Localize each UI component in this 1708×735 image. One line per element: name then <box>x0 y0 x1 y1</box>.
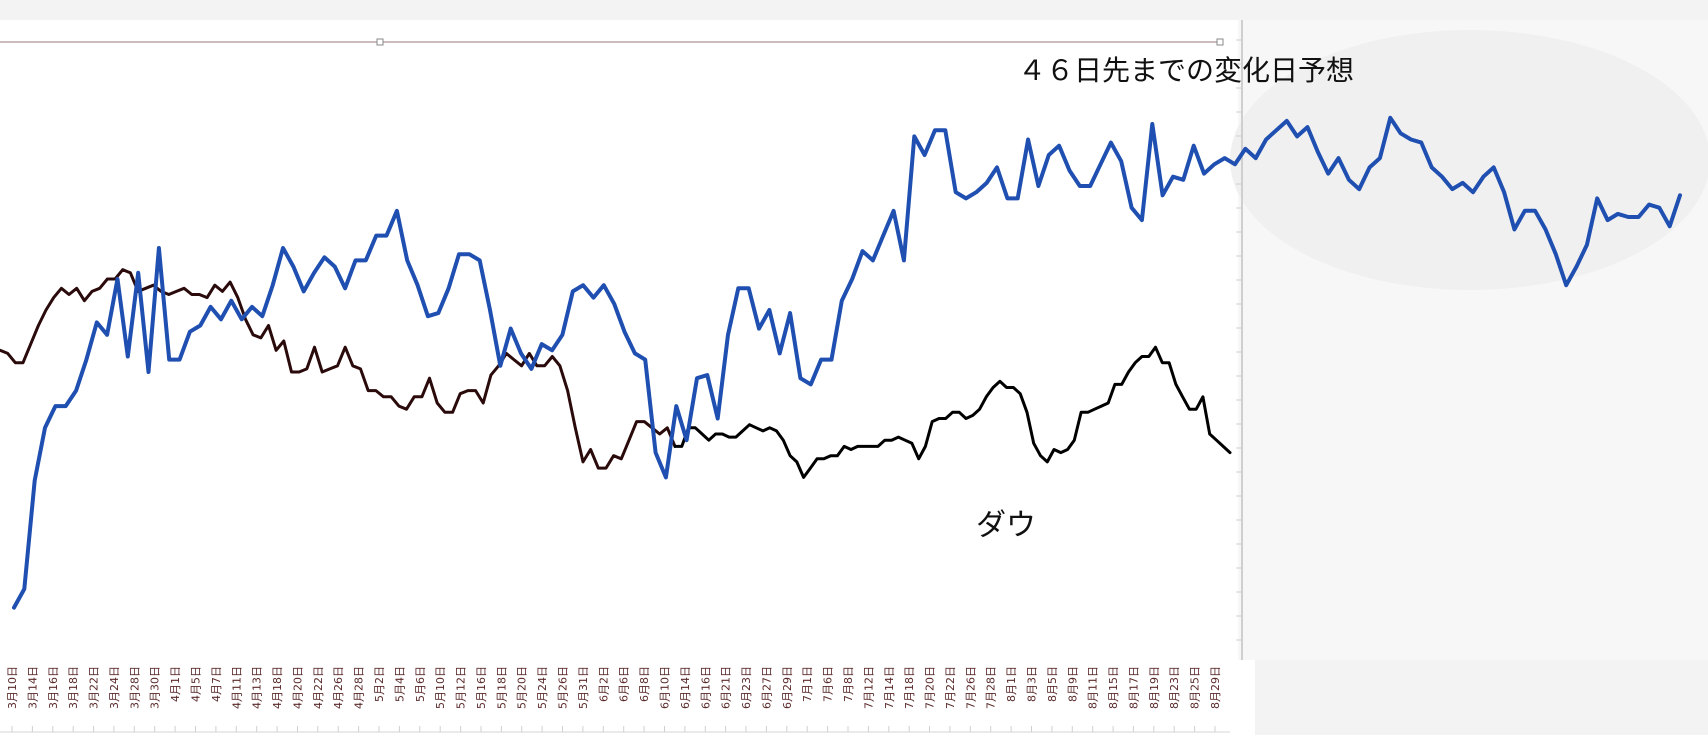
x-tick-label: 3月16日 <box>47 666 60 709</box>
x-tick-label: 5月16日 <box>475 666 488 709</box>
forecast-highlight <box>1230 30 1708 290</box>
x-tick-label: 4月11日 <box>230 666 243 709</box>
x-tick-label: 4月28日 <box>353 666 366 709</box>
x-tick-label: 7月18日 <box>903 666 916 709</box>
x-tick-label: 6月29日 <box>781 666 794 709</box>
dow-annotation: ダウ <box>976 508 1036 543</box>
x-tick-label: 7月22日 <box>944 666 957 709</box>
x-tick-label: 7月20日 <box>924 666 937 709</box>
dow-recent-line <box>673 345 1232 479</box>
x-tick-label: 5月2日 <box>373 666 386 702</box>
x-axis-tick-labels: 3月10日 3月14日 3月16日 3月18日 3月22日 3月24日 3月28日 3月30日… <box>6 666 1222 732</box>
x-tick-label: 8月9日 <box>1066 666 1079 702</box>
x-tick-label: 4月1日 <box>169 666 182 702</box>
x-tick-label: 8月15日 <box>1107 666 1120 709</box>
x-tick-label: 4月18日 <box>271 666 284 709</box>
x-tick-label: 3月24日 <box>108 666 121 709</box>
x-tick-label: 7月12日 <box>862 666 875 709</box>
x-tick-label: 7月8日 <box>842 666 855 702</box>
x-tick-label: 7月26日 <box>964 666 977 709</box>
x-tick-label: 8月23日 <box>1168 666 1181 709</box>
x-tick-label: 6月2日 <box>597 666 610 702</box>
plot-area <box>0 20 1238 660</box>
x-tick-label: 5月10日 <box>434 666 447 709</box>
x-tick-label: 5月26日 <box>557 666 570 709</box>
chart-title: ４６日先までの変化日予想 <box>1018 54 1354 87</box>
x-tick-label: 6月8日 <box>638 666 651 702</box>
x-tick-label: 7月6日 <box>822 666 835 702</box>
x-tick-label: 6月6日 <box>618 666 631 702</box>
x-tick-label: 4月13日 <box>251 666 264 709</box>
right-axis-ticks <box>1236 39 1242 641</box>
x-tick-label: 7月14日 <box>883 666 896 709</box>
x-tick-label: 6月10日 <box>659 666 672 709</box>
x-tick-label: 8月1日 <box>1005 666 1018 702</box>
x-tick-label: 4月22日 <box>312 666 325 709</box>
x-tick-label: 8月19日 <box>1148 666 1161 709</box>
x-tick-label: 3月18日 <box>67 666 80 709</box>
x-tick-label: 3月22日 <box>88 666 101 709</box>
x-tick-label: 5月18日 <box>495 666 508 709</box>
x-tick-label: 4月5日 <box>190 666 203 702</box>
x-tick-label: 8月5日 <box>1046 666 1059 702</box>
x-tick-label: 3月10日 <box>6 666 19 709</box>
x-tick-label: 5月4日 <box>393 666 406 702</box>
dow-history-line <box>0 268 677 470</box>
selection-handle-middle[interactable] <box>376 38 384 46</box>
x-tick-label: 3月14日 <box>26 666 39 709</box>
x-tick-label: 8月3日 <box>1026 666 1039 702</box>
x-tick-label: 8月11日 <box>1087 666 1100 709</box>
x-tick-label: 4月20日 <box>292 666 305 709</box>
series-layer <box>0 115 1682 610</box>
x-tick-label: 5月31日 <box>577 666 590 709</box>
x-tick-label: 8月25日 <box>1189 666 1202 709</box>
x-tick-label: 5月20日 <box>516 666 529 709</box>
x-tick-label: 7月28日 <box>985 666 998 709</box>
x-tick-label: 6月27日 <box>760 666 773 709</box>
x-tick-label: 6月14日 <box>679 666 692 709</box>
forecast-line <box>12 115 1682 610</box>
x-tick-label: 5月24日 <box>536 666 549 709</box>
x-tick-label: 7月1日 <box>801 666 814 702</box>
x-tick-label: 5月12日 <box>455 666 468 709</box>
x-tick-label: 8月29日 <box>1209 666 1222 709</box>
x-tick-label: 4月7日 <box>210 666 223 702</box>
x-tick-label: 6月16日 <box>699 666 712 709</box>
selection-handle-right[interactable] <box>1216 38 1224 46</box>
x-axis-area <box>0 660 1255 735</box>
x-tick-label: 3月30日 <box>149 666 162 709</box>
x-tick-label: 6月23日 <box>740 666 753 709</box>
x-tick-label: 3月28日 <box>128 666 141 709</box>
x-tick-label: 6月21日 <box>720 666 733 709</box>
x-tick-label: 8月17日 <box>1127 666 1140 709</box>
x-tick-label: 4月26日 <box>332 666 345 709</box>
x-tick-label: 5月6日 <box>414 666 427 702</box>
